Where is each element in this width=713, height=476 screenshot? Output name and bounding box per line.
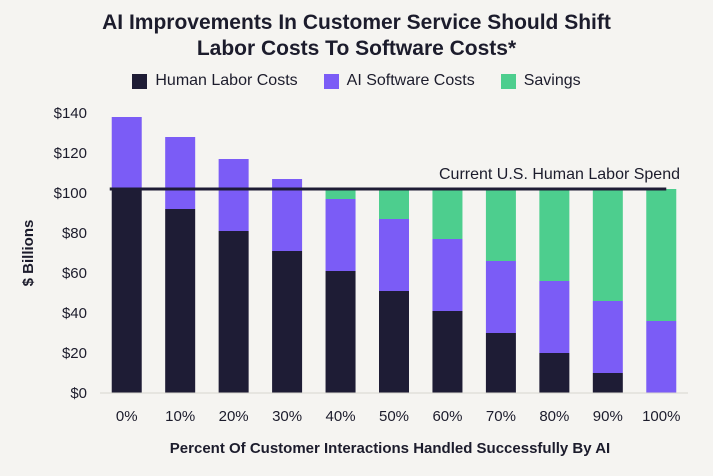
x-axis-ticks: 0% 10% 20% 30% 40% 50% 60% 70% 80% 90% 100%: [116, 408, 681, 425]
bar-human-labor-costs-0pct: [111, 189, 142, 393]
legend-label-savings: Savings: [523, 72, 581, 89]
legend-label-human-labor: Human Labor Costs: [155, 72, 298, 89]
legend-item-human-labor: Human Labor Costs: [132, 72, 298, 90]
y-tick-label: $80: [62, 225, 87, 242]
x-tick-label: 40%: [326, 408, 356, 425]
bar-ai-software-costs-50pct: [379, 219, 409, 291]
x-tick-label: 60%: [432, 408, 462, 425]
bar-ai-software-costs-80pct: [539, 281, 570, 353]
y-tick-label: $60: [62, 265, 87, 282]
y-tick-label: $140: [54, 105, 87, 122]
bar-human-labor-costs-50pct: [379, 291, 409, 393]
bar-savings-90pct: [592, 189, 623, 301]
bar-savings-100pct: [646, 189, 677, 321]
y-tick-label: $0: [70, 385, 87, 402]
bar-ai-software-costs-20pct: [218, 159, 249, 231]
legend-swatch-savings: [500, 73, 516, 89]
bar-ai-software-costs-60pct: [432, 239, 463, 311]
bar-ai-software-costs-0pct: [111, 117, 142, 189]
x-axis-title: Percent Of Customer Interactions Handled…: [170, 440, 610, 457]
bar-human-labor-costs-70pct: [485, 333, 516, 393]
bar-ai-software-costs-100pct: [646, 321, 677, 393]
bar-savings-80pct: [539, 189, 570, 281]
chart-title: AI Improvements In Customer Service Shou…: [0, 10, 713, 62]
legend-item-ai-software: AI Software Costs: [323, 72, 475, 90]
x-tick-label: 50%: [379, 408, 409, 425]
y-axis-title: $ Billions: [20, 220, 37, 287]
legend: Human Labor Costs AI Software Costs Savi…: [0, 72, 713, 90]
bar-savings-50pct: [379, 189, 409, 219]
bar-ai-software-costs-10pct: [165, 137, 196, 209]
chart-title-line-1: AI Improvements In Customer Service Shou…: [102, 11, 611, 34]
x-tick-label: 30%: [272, 408, 302, 425]
bar-ai-software-costs-70pct: [485, 261, 516, 333]
bar-human-labor-costs-30pct: [272, 251, 303, 393]
y-axis-ticks: $0 $20 $40 $60 $80 $100 $120 $140: [54, 105, 87, 402]
bar-human-labor-costs-20pct: [218, 231, 249, 393]
legend-label-ai-software: AI Software Costs: [346, 72, 475, 89]
legend-swatch-ai-software: [323, 73, 339, 89]
bar-ai-software-costs-30pct: [272, 179, 303, 251]
bar-human-labor-costs-40pct: [325, 271, 356, 393]
bar-savings-60pct: [432, 189, 463, 239]
x-tick-label: 90%: [593, 408, 623, 425]
bar-ai-software-costs-90pct: [592, 301, 623, 373]
y-tick-label: $40: [62, 305, 87, 322]
bar-savings-40pct: [325, 189, 356, 199]
y-tick-label: $100: [54, 185, 87, 202]
bar-human-labor-costs-80pct: [539, 353, 570, 393]
bar-human-labor-costs-90pct: [592, 373, 623, 393]
bar-human-labor-costs-10pct: [165, 209, 196, 393]
x-tick-label: 70%: [486, 408, 516, 425]
x-tick-label: 80%: [539, 408, 569, 425]
y-tick-label: $120: [54, 145, 87, 162]
x-tick-label: 0%: [116, 408, 138, 425]
bars-group: [111, 117, 677, 393]
x-tick-label: 100%: [642, 408, 680, 425]
bar-ai-software-costs-40pct: [325, 199, 356, 271]
y-tick-label: $20: [62, 345, 87, 362]
x-tick-label: 10%: [165, 408, 195, 425]
bar-human-labor-costs-60pct: [432, 311, 463, 393]
bar-savings-70pct: [485, 189, 516, 261]
x-tick-label: 20%: [219, 408, 249, 425]
chart-title-line-2: Labor Costs To Software Costs*: [196, 37, 517, 60]
reference-line-label: Current U.S. Human Labor Spend: [439, 166, 680, 183]
legend-swatch-human-labor: [132, 73, 148, 89]
legend-item-savings: Savings: [500, 72, 581, 90]
